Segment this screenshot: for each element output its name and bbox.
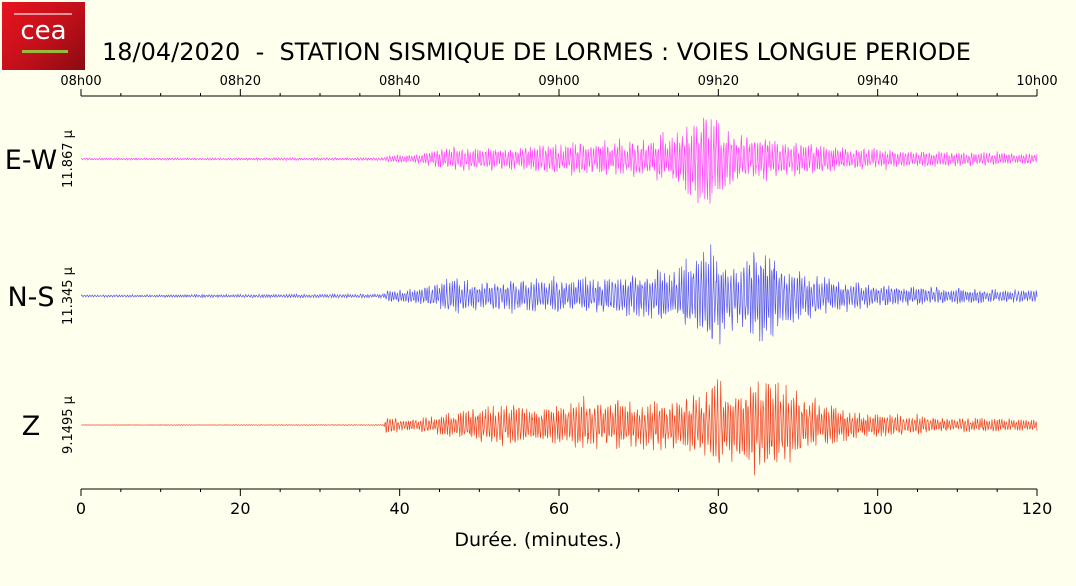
top-axis-tick-label: 10h00 [1016, 74, 1057, 89]
channel-name-label: E-W [5, 145, 57, 176]
bottom-axis-tick-label: 60 [549, 499, 569, 518]
x-axis-label: Durée. (minutes.) [454, 529, 621, 551]
top-time-axis: 08h00 08h20 08h40 09h00 09h20 09h40 10h00 [60, 74, 1058, 97]
logo-tagline-bar [14, 13, 72, 15]
top-axis-tick-label: 09h00 [538, 74, 579, 89]
bottom-axis-tick-label: 0 [76, 499, 86, 518]
logo-underline [22, 50, 68, 53]
cea-logo: cea [2, 2, 85, 70]
trace-z [80, 379, 1038, 476]
top-axis-tick-label: 09h40 [857, 74, 898, 89]
bottom-minutes-axis: 0 20 40 60 80 100 120 [76, 488, 1053, 518]
top-axis-tick-label: 09h20 [698, 74, 739, 89]
trace-n-s [80, 244, 1038, 345]
logo-text: cea [20, 16, 67, 46]
bottom-axis-tick-label: 120 [1022, 499, 1053, 518]
seismogram-traces [80, 117, 1038, 476]
channel-name-label: Z [22, 411, 41, 442]
top-axis-tick-label: 08h40 [379, 74, 420, 89]
bottom-axis-tick-label: 20 [230, 499, 250, 518]
top-axis-tick-label: 08h00 [60, 74, 101, 89]
channel-scale-label: 11.867 µ [61, 130, 76, 188]
bottom-axis-tick-label: 100 [862, 499, 893, 518]
channel-scale-label: 9.1495 µ [61, 396, 76, 454]
trace-e-w [80, 117, 1038, 204]
channel-scale-label: 11.345 µ [61, 267, 76, 325]
top-axis-tick-label: 08h20 [220, 74, 261, 89]
page-title: 18/04/2020 - STATION SISMIQUE DE LORMES … [102, 38, 971, 66]
channel-name-label: N-S [7, 282, 54, 313]
channel-labels: E-W 11.867 µ N-S 11.345 µ Z 9.1495 µ [5, 130, 76, 454]
bottom-axis-tick-label: 40 [389, 499, 409, 518]
bottom-axis-tick-label: 80 [708, 499, 728, 518]
